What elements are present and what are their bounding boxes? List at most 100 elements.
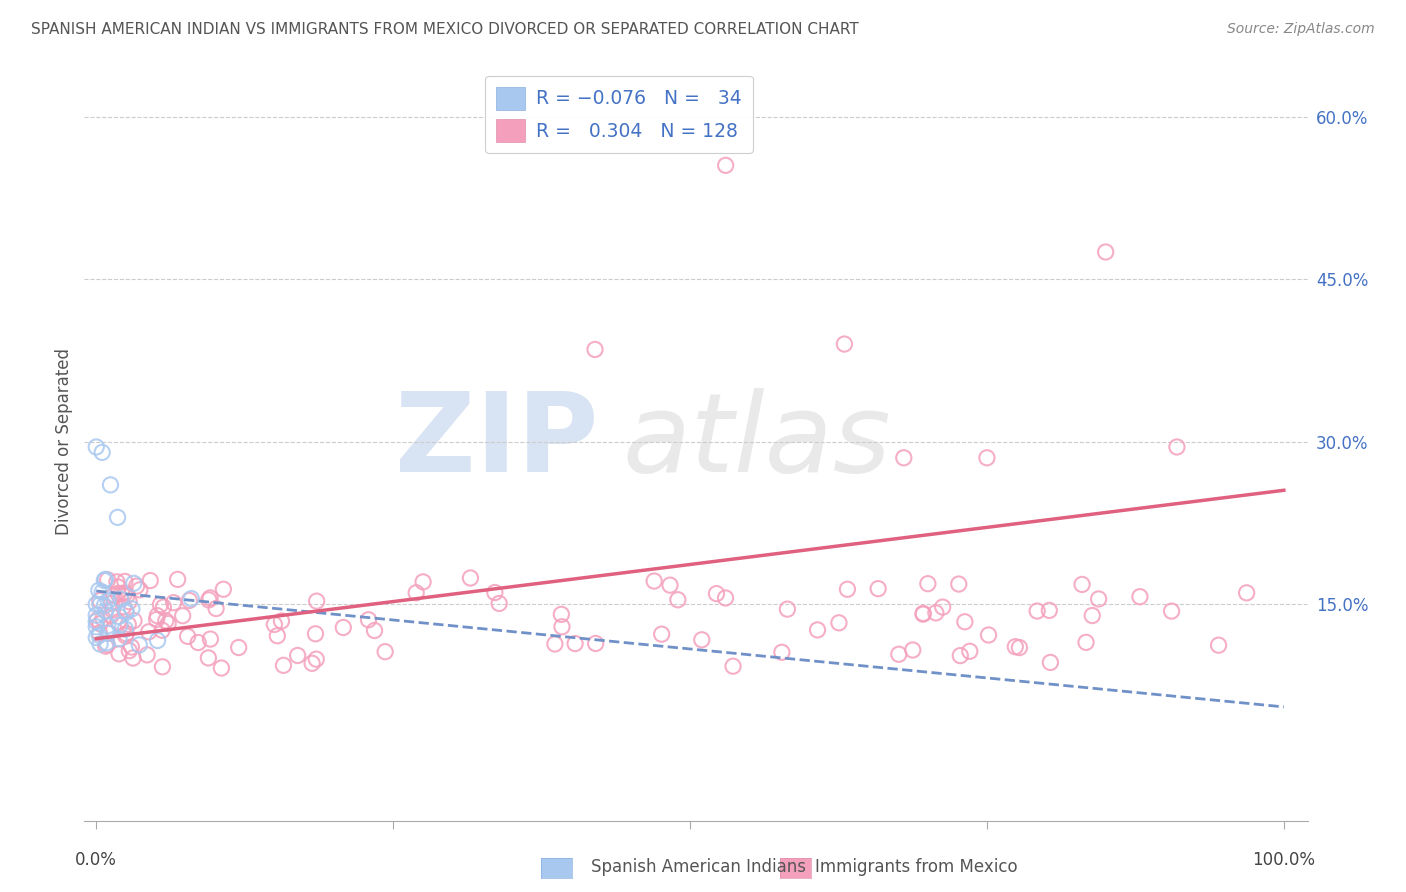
- Point: [1039, 656, 1062, 670]
- Point: [187, 635, 209, 649]
- Point: [125, 579, 148, 593]
- Point: [305, 594, 328, 608]
- Point: [198, 591, 221, 605]
- Point: [108, 647, 131, 661]
- Point: [157, 616, 180, 631]
- Point: [583, 343, 606, 357]
- Point: [200, 632, 222, 646]
- Point: [89, 628, 111, 642]
- Point: [305, 652, 328, 666]
- Point: [118, 594, 141, 608]
- Point: [806, 623, 828, 637]
- Point: [89, 598, 111, 612]
- Text: atlas: atlas: [623, 388, 891, 495]
- Point: [948, 577, 970, 591]
- Point: [714, 591, 737, 605]
- Point: [837, 582, 859, 597]
- Point: [155, 614, 177, 628]
- Point: [828, 615, 851, 630]
- Point: [105, 574, 128, 589]
- Point: [405, 586, 427, 600]
- Point: [1004, 640, 1026, 654]
- Point: [114, 586, 136, 600]
- Point: [205, 601, 228, 615]
- Point: [84, 440, 107, 454]
- Point: [690, 632, 713, 647]
- Point: [721, 659, 744, 673]
- Point: [917, 576, 939, 591]
- Point: [666, 592, 689, 607]
- Point: [1074, 635, 1097, 649]
- Point: [176, 629, 198, 643]
- Point: [912, 607, 935, 621]
- Point: [1166, 440, 1188, 454]
- Point: [94, 572, 117, 586]
- Point: [145, 613, 167, 627]
- Point: [887, 647, 910, 661]
- Point: [1094, 244, 1116, 259]
- Point: [110, 592, 132, 607]
- Point: [107, 510, 129, 524]
- Point: [912, 607, 935, 622]
- Point: [363, 624, 385, 638]
- Point: [332, 620, 354, 634]
- Point: [270, 614, 292, 628]
- Point: [901, 643, 924, 657]
- Point: [89, 593, 111, 607]
- Point: [1008, 640, 1031, 655]
- Point: [770, 645, 793, 659]
- Point: [91, 585, 114, 599]
- Point: [93, 599, 115, 613]
- Point: [893, 450, 915, 465]
- Point: [544, 637, 567, 651]
- Point: [84, 631, 107, 645]
- Point: [107, 615, 129, 629]
- Point: [1038, 603, 1060, 617]
- Point: [1071, 577, 1094, 591]
- Point: [959, 644, 981, 658]
- Point: [1081, 608, 1104, 623]
- Point: [89, 616, 111, 631]
- Point: [89, 637, 111, 651]
- Point: [103, 588, 125, 602]
- Point: [100, 608, 122, 623]
- Point: [550, 607, 572, 622]
- Point: [1087, 591, 1109, 606]
- Point: [949, 648, 972, 663]
- Point: [162, 596, 184, 610]
- Point: [108, 609, 131, 624]
- Point: [84, 620, 107, 634]
- Point: [107, 586, 129, 600]
- Point: [266, 629, 288, 643]
- Point: [84, 597, 107, 611]
- Point: [228, 640, 250, 655]
- Point: [643, 574, 665, 588]
- Point: [212, 582, 235, 597]
- Point: [146, 633, 169, 648]
- Point: [112, 599, 135, 614]
- Point: [659, 578, 682, 592]
- Point: [172, 608, 194, 623]
- Point: [122, 614, 145, 628]
- Point: [776, 602, 799, 616]
- Point: [564, 636, 586, 650]
- Point: [551, 620, 574, 634]
- Point: [287, 648, 309, 663]
- Point: [149, 598, 172, 612]
- Point: [146, 608, 169, 623]
- Point: [488, 597, 510, 611]
- Point: [263, 617, 285, 632]
- Point: [585, 636, 607, 650]
- Point: [834, 337, 856, 351]
- Point: [122, 651, 145, 665]
- Point: [868, 582, 890, 596]
- Point: [301, 657, 323, 671]
- Point: [357, 613, 380, 627]
- Point: [180, 591, 202, 606]
- Point: [977, 628, 1000, 642]
- Point: [931, 600, 953, 615]
- Y-axis label: Divorced or Separated: Divorced or Separated: [55, 348, 73, 535]
- Point: [304, 627, 326, 641]
- Point: [107, 580, 129, 594]
- Point: [1026, 604, 1049, 618]
